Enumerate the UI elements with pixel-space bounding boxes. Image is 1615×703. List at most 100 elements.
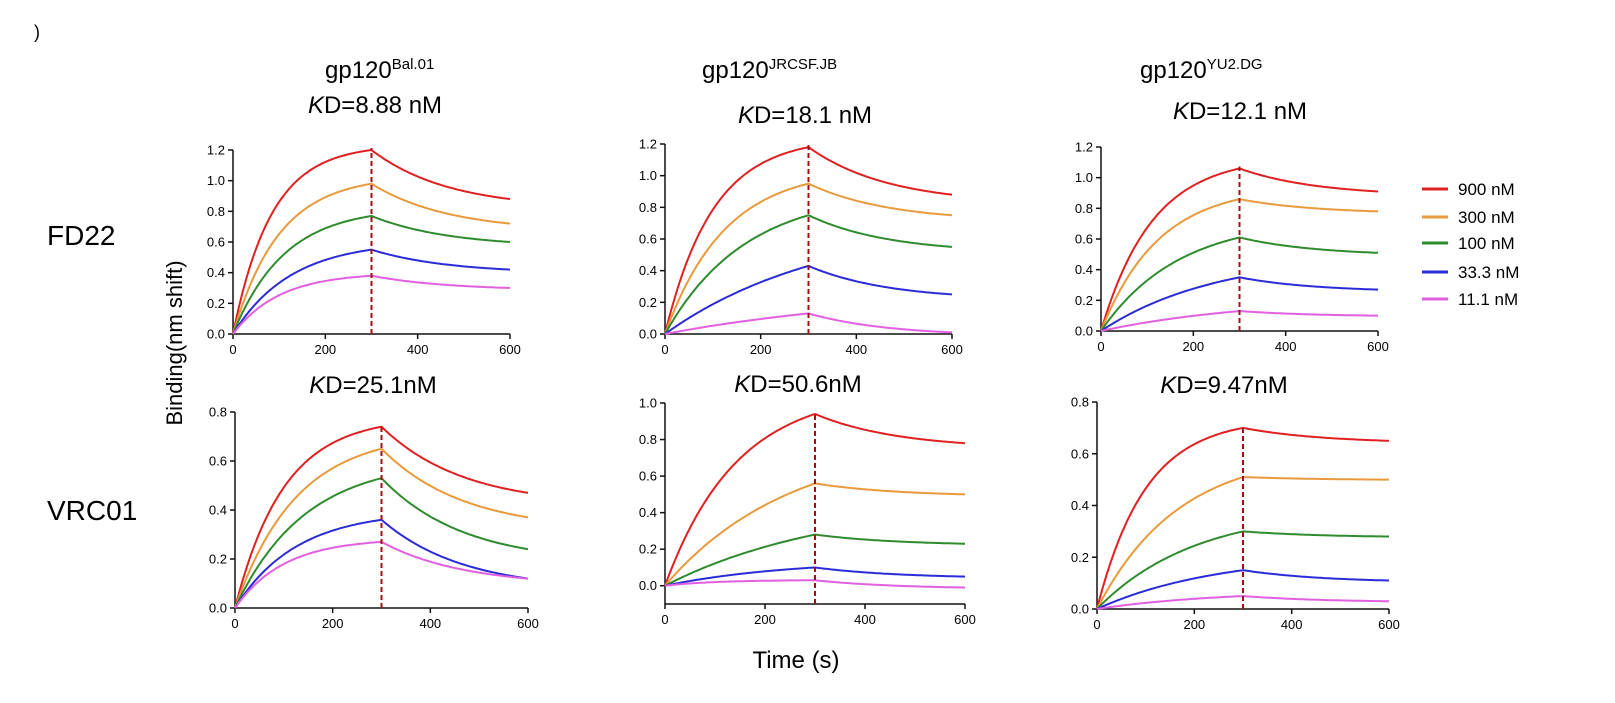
y-tick-label: 0.2 — [639, 542, 657, 557]
legend-label-11: 11.1 nM — [1458, 290, 1518, 309]
y-tick-label: 0.0 — [1075, 324, 1093, 339]
x-tick-label: 200 — [754, 612, 776, 627]
x-tick-label: 200 — [1182, 339, 1204, 354]
column-title-2: gp120JRCSF.JB — [702, 56, 837, 84]
y-tick-label: 0.4 — [209, 503, 227, 518]
y-tick-label: 0.6 — [639, 469, 657, 484]
y-tick-label: 0.6 — [1075, 232, 1093, 247]
legend-label-100: 100 nM — [1458, 234, 1515, 253]
x-tick-label: 0 — [231, 616, 238, 631]
x-tick-label: 0 — [1093, 617, 1100, 632]
y-tick-label: 0.0 — [639, 578, 657, 593]
y-tick-label: 0.6 — [207, 235, 225, 250]
curve-333nM — [1100, 276, 1379, 332]
x-tick-label: 400 — [1275, 339, 1297, 354]
kd-title: KD=8.88 nM — [308, 92, 442, 119]
curve-900nM — [664, 412, 966, 587]
x-axis-label: Time (s) — [752, 647, 839, 674]
x-tick-label: 400 — [407, 342, 429, 357]
x-tick-label: 600 — [954, 612, 976, 627]
x-tick-label: 200 — [314, 342, 336, 357]
y-tick-label: 1.2 — [639, 137, 657, 152]
kd-title: KD=12.1 nM — [1173, 98, 1307, 125]
x-tick-label: 600 — [517, 616, 539, 631]
y-tick-label: 1.2 — [207, 143, 225, 158]
y-tick-label: 0.8 — [1075, 201, 1093, 216]
kd-title: KD=25.1nM — [309, 372, 436, 399]
y-tick-label: 0.8 — [639, 200, 657, 215]
y-tick-label: 0.2 — [209, 552, 227, 567]
panel-letter: ) — [34, 22, 40, 42]
curve-300nM — [234, 447, 529, 609]
y-tick-label: 0.0 — [207, 327, 225, 342]
chart-panel-4: KD=25.1nM 0 200 400 600 0.0 0.2 0.4 0.6 0.8 — [209, 372, 539, 631]
x-tick-label: 0 — [229, 342, 236, 357]
y-tick-label: 0.2 — [207, 296, 225, 311]
x-tick-label: 200 — [750, 342, 772, 357]
y-tick-label: 0.2 — [639, 295, 657, 310]
chart-panel-3: KD=12.1 nM 0 200 400 600 0.0 0.2 0.4 0.6 0.8 1.0 1.… — [1075, 98, 1389, 354]
y-tick-label: 0.6 — [639, 232, 657, 247]
y-tick-label: 0.8 — [639, 432, 657, 447]
curve-333nM — [1096, 569, 1389, 610]
chart-panel-6: KD=9.47nM 0 200 400 600 0.0 0.2 0.4 0.6 0.8 — [1071, 372, 1400, 632]
chart-panel-2: KD=18.1 nM 0 200 400 600 0.0 0.2 0.4 0.6 0.8 1.0 1.… — [639, 102, 963, 357]
legend-label-900: 900 nM — [1458, 180, 1515, 199]
y-tick-label: 0.8 — [209, 405, 227, 420]
curve-100nM — [1100, 236, 1379, 332]
x-tick-label: 600 — [1378, 617, 1400, 632]
curve-900nM — [234, 425, 529, 609]
y-tick-label: 0.0 — [639, 327, 657, 342]
row-label-vrc01: VRC01 — [47, 495, 137, 526]
y-tick-label: 1.2 — [1075, 140, 1093, 155]
plots: KD=8.88 nM 0 200 400 600 0.0 0.2 0.4 0.6 0.8 1.0 1.… — [207, 92, 1400, 632]
x-tick-label: 0 — [661, 612, 668, 627]
x-tick-label: 200 — [1183, 617, 1205, 632]
x-tick-label: 600 — [1367, 339, 1389, 354]
y-tick-label: 1.0 — [1075, 170, 1093, 185]
x-tick-label: 400 — [419, 616, 441, 631]
y-tick-label: 0.4 — [1075, 262, 1093, 277]
kd-title: KD=50.6nM — [734, 371, 861, 398]
curve-100nM — [232, 214, 511, 335]
y-tick-label: 1.0 — [639, 396, 657, 411]
y-tick-label: 0.4 — [1071, 498, 1089, 513]
x-tick-label: 400 — [845, 342, 867, 357]
curve-100nM — [1096, 530, 1389, 610]
curve-300nM — [232, 182, 511, 335]
y-tick-label: 0.0 — [1071, 602, 1089, 617]
y-tick-label: 0.4 — [639, 505, 657, 520]
legend-label-300: 300 nM — [1458, 208, 1515, 227]
y-tick-label: 0.4 — [207, 265, 225, 280]
x-tick-label: 0 — [1097, 339, 1104, 354]
y-tick-label: 0.6 — [1071, 446, 1089, 461]
x-tick-label: 400 — [854, 612, 876, 627]
x-tick-label: 200 — [322, 616, 344, 631]
curve-100nM — [664, 214, 953, 335]
row-label-fd22: FD22 — [47, 220, 115, 251]
x-tick-label: 400 — [1281, 617, 1303, 632]
curve-300nM — [664, 182, 953, 335]
column-title-3: gp120YU2.DG — [1140, 56, 1263, 84]
chart-panel-1: KD=8.88 nM 0 200 400 600 0.0 0.2 0.4 0.6 0.8 1.0 1.… — [207, 92, 521, 357]
y-tick-label: 0.2 — [1075, 293, 1093, 308]
y-tick-label: 0.0 — [209, 601, 227, 616]
y-tick-label: 1.0 — [207, 173, 225, 188]
kd-title: KD=9.47nM — [1160, 372, 1287, 399]
x-tick-label: 600 — [941, 342, 963, 357]
y-tick-label: 0.4 — [639, 263, 657, 278]
curve-900nM — [1096, 426, 1389, 610]
column-title-1: gp120Bal.01 — [325, 56, 434, 84]
legend: 900 nM 300 nM 100 nM 33.3 nM 11.1 nM — [1422, 180, 1519, 309]
y-tick-label: 1.0 — [639, 168, 657, 183]
curve-100nM — [664, 533, 965, 587]
y-axis-label: Binding(nm shift) — [162, 260, 187, 425]
y-tick-label: 0.8 — [1071, 395, 1089, 410]
kd-title: KD=18.1 nM — [738, 102, 872, 129]
chart-panel-5: KD=50.6nM 0 200 400 600 0.0 0.2 0.4 0.6 0.8 1.0 — [639, 371, 976, 627]
y-tick-label: 0.2 — [1071, 550, 1089, 565]
y-tick-label: 0.8 — [207, 204, 225, 219]
x-tick-label: 600 — [499, 342, 521, 357]
curve-111nM — [664, 579, 966, 589]
